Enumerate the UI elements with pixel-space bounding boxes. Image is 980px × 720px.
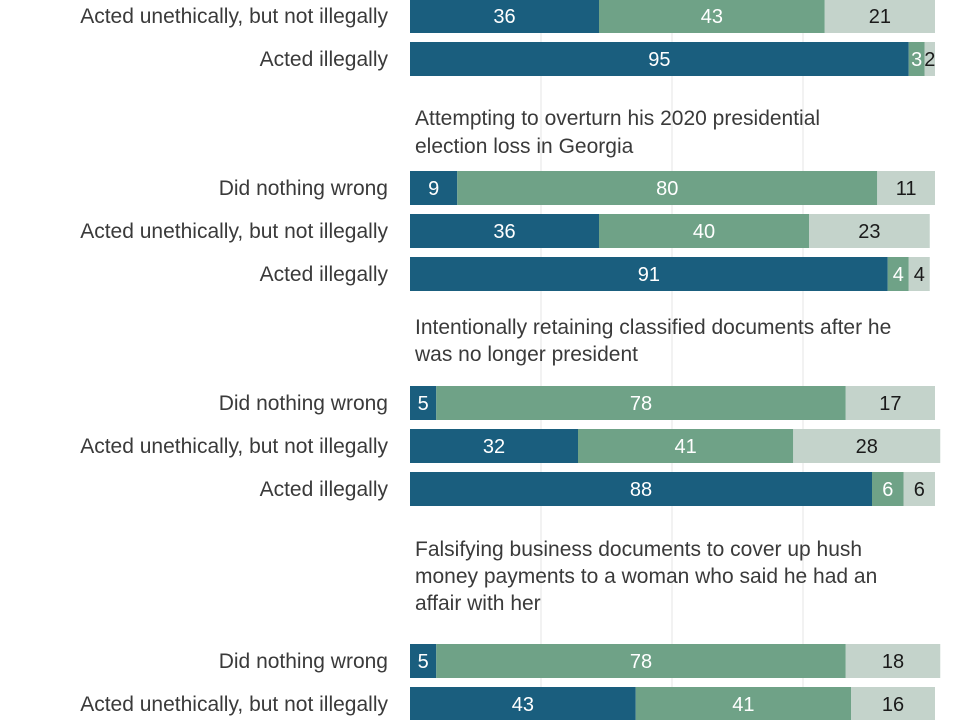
bar-segment <box>903 472 935 506</box>
data-label: 6 <box>914 479 925 501</box>
data-label: 4 <box>914 264 925 286</box>
bar-segment <box>599 214 809 248</box>
data-label: 91 <box>638 264 660 286</box>
bar-segment <box>436 644 846 678</box>
row-label: Acted illegally <box>260 263 389 286</box>
bar-segment <box>599 0 825 33</box>
data-label: 36 <box>493 6 515 28</box>
bar-segment <box>410 472 872 506</box>
bar-segment <box>793 429 941 463</box>
data-label: 16 <box>882 694 904 716</box>
data-label: 18 <box>882 651 904 673</box>
bar-segment <box>410 0 599 33</box>
data-label: 78 <box>630 651 652 673</box>
data-label: 21 <box>869 6 891 28</box>
group-title: Attempting to overturn his 2020 presiden… <box>415 107 820 158</box>
bar-segment <box>908 257 930 291</box>
data-label: 88 <box>630 479 652 501</box>
data-label: 43 <box>512 694 534 716</box>
bar-segment <box>410 257 888 291</box>
row-label: Acted unethically, but not illegally <box>80 693 388 716</box>
data-label: 5 <box>418 651 429 673</box>
bar-segment <box>809 214 930 248</box>
bar-segment <box>887 257 909 291</box>
data-label: 4 <box>893 264 904 286</box>
data-label: 32 <box>483 436 505 458</box>
data-label: 41 <box>675 436 697 458</box>
group-title-line: affair with her <box>415 592 541 615</box>
row-label: Acted unethically, but not illegally <box>80 5 388 28</box>
group-title-line: Attempting to overturn his 2020 presiden… <box>415 107 820 130</box>
data-label: 28 <box>856 436 878 458</box>
data-label: 6 <box>882 479 893 501</box>
data-label: 43 <box>701 6 723 28</box>
data-label: 36 <box>493 221 515 243</box>
data-label: 23 <box>858 221 880 243</box>
bar-segment <box>845 644 941 678</box>
data-label: 9 <box>428 178 439 200</box>
group-title: Intentionally retaining classified docum… <box>414 316 891 366</box>
bar-segment <box>851 687 935 720</box>
bar-segment <box>457 171 878 205</box>
data-label: 95 <box>648 49 670 71</box>
bar-segment <box>635 687 851 720</box>
data-label: 3 <box>911 49 922 71</box>
bar-segment <box>410 171 458 205</box>
data-label: 5 <box>418 393 429 415</box>
bar-segment <box>410 687 636 720</box>
bar-segment <box>824 0 935 33</box>
group-title: Falsifying business documents to cover u… <box>415 538 877 615</box>
data-label: 2 <box>924 49 935 71</box>
row-label: Acted illegally <box>260 48 389 71</box>
row-label: Did nothing wrong <box>219 650 388 673</box>
data-label: 11 <box>896 178 917 200</box>
bar-segment <box>845 386 935 420</box>
group-title-line: Falsifying business documents to cover u… <box>415 538 862 561</box>
row-label: Acted illegally <box>260 478 389 501</box>
bar-segment <box>436 386 846 420</box>
group-title-line: Intentionally retaining classified docum… <box>415 316 891 339</box>
data-label: 80 <box>656 178 678 200</box>
row-label: Did nothing wrong <box>219 177 388 200</box>
bar-segment <box>410 214 599 248</box>
bar-segment <box>877 171 935 205</box>
group-title-line: was no longer president <box>414 343 638 366</box>
row-label: Acted unethically, but not illegally <box>80 220 388 243</box>
data-label: 17 <box>879 393 901 415</box>
row-label: Acted unethically, but not illegally <box>80 435 388 458</box>
bar-segment <box>908 42 925 76</box>
bar-segment <box>924 42 935 76</box>
group-title-line: money payments to a woman who said he ha… <box>415 565 877 588</box>
bar-segment <box>578 429 794 463</box>
data-label: 40 <box>693 221 715 243</box>
bar-segment <box>872 472 904 506</box>
row-label: Did nothing wrong <box>219 392 388 415</box>
data-label: 78 <box>630 393 652 415</box>
bar-segment <box>410 429 578 463</box>
data-label: 41 <box>732 694 754 716</box>
bar-segment <box>410 42 909 76</box>
bar-segment <box>410 644 437 678</box>
group-title-line: election loss in Georgia <box>415 135 634 158</box>
bar-segment <box>410 386 437 420</box>
